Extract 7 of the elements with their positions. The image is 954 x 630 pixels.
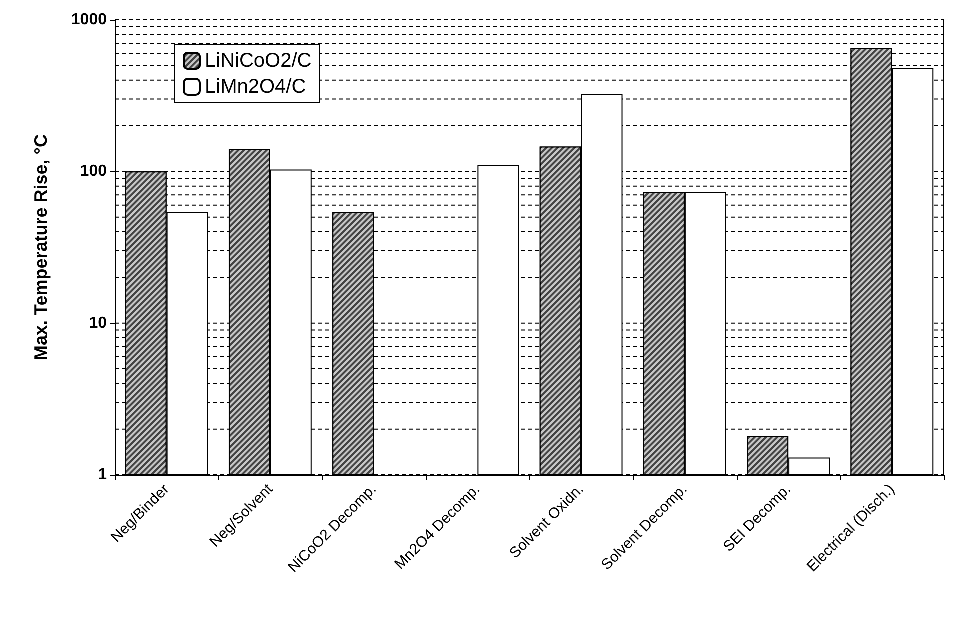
legend-label: LiNiCoO2/C	[205, 50, 312, 72]
y-tick-label: 1000	[71, 12, 108, 28]
y-tick-label: 100	[80, 163, 108, 180]
y-tick-label: 1	[98, 466, 108, 484]
y-tick-label: 10	[89, 314, 108, 332]
legend-label: LiMn2O4/C	[205, 76, 306, 98]
y-axis-title: Max. Temperature Rise, °C	[31, 134, 51, 360]
